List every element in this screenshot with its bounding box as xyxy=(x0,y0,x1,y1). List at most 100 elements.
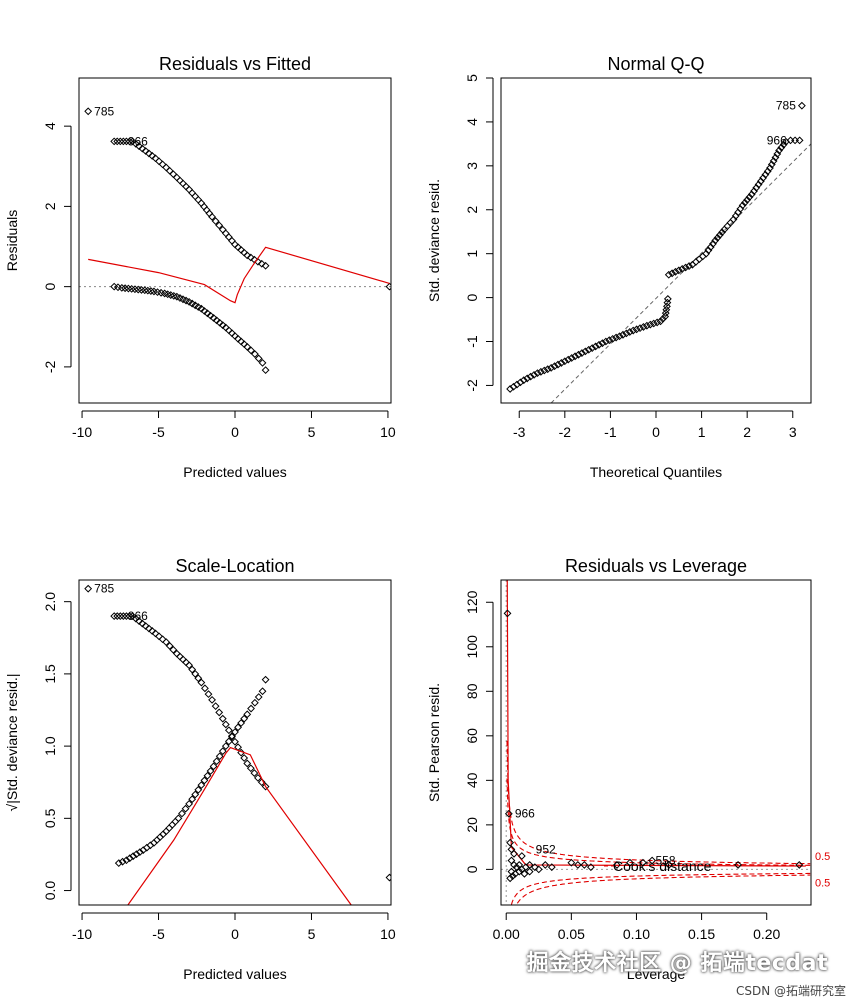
data-point xyxy=(653,318,662,327)
data-point xyxy=(513,380,521,389)
data-point xyxy=(567,858,576,867)
data-point xyxy=(509,382,518,391)
data-point xyxy=(525,867,534,876)
data-point xyxy=(702,249,711,258)
y-tick-label: -2 xyxy=(464,379,480,392)
chart-title: Residuals vs Fitted xyxy=(159,54,311,74)
y-tick-label: 20 xyxy=(464,817,480,833)
y-axis-label: Std. deviance resid. xyxy=(426,179,442,302)
x-tick-label: 0 xyxy=(231,926,239,942)
data-point xyxy=(636,324,644,333)
chart-title: Residuals vs Leverage xyxy=(565,556,747,576)
data-point xyxy=(629,326,638,335)
cooks-distance-contour xyxy=(515,874,811,905)
y-tick-label: 0.5 xyxy=(42,808,58,828)
data-point xyxy=(598,339,607,348)
data-point xyxy=(775,146,783,155)
data-point xyxy=(715,231,724,239)
data-point xyxy=(516,378,525,387)
x-tick-label: 0 xyxy=(652,424,660,440)
data-point xyxy=(203,309,212,318)
y-axis-label: Std. Pearson resid. xyxy=(426,683,442,802)
y-tick-label: 100 xyxy=(464,635,480,659)
plot-area xyxy=(506,101,811,403)
x-tick-label: 0 xyxy=(231,424,239,440)
data-point xyxy=(756,177,765,186)
data-point xyxy=(649,319,658,328)
x-tick-label: -3 xyxy=(513,424,526,440)
data-point xyxy=(119,612,128,621)
data-point xyxy=(250,350,259,358)
x-tick-label: -10 xyxy=(72,926,92,942)
residuals-vs-fitted-panel: Residuals vs Fitted Predicted values Resid… xyxy=(4,54,396,480)
point-label: 785 xyxy=(94,582,114,596)
normal-qq-panel: Normal Q-Q Theoretical Quantiles Std. devi… xyxy=(426,54,812,480)
data-point xyxy=(155,157,163,166)
data-point xyxy=(747,190,756,199)
data-point xyxy=(619,330,627,339)
data-point xyxy=(520,869,529,878)
data-point xyxy=(738,201,747,210)
data-point xyxy=(116,612,125,621)
data-point xyxy=(200,307,209,315)
data-point xyxy=(646,320,655,329)
data-point xyxy=(243,759,252,768)
data-point xyxy=(526,372,535,381)
data-point xyxy=(622,329,631,338)
data-point xyxy=(257,259,266,268)
data-point xyxy=(557,359,566,367)
data-point xyxy=(608,334,617,343)
data-point xyxy=(185,799,194,808)
data-point xyxy=(197,781,206,790)
y-tick-label: 5 xyxy=(464,74,480,82)
y-tick-label: 120 xyxy=(464,590,480,614)
data-point xyxy=(656,317,665,326)
data-point xyxy=(110,612,119,621)
data-point xyxy=(685,262,693,270)
qq-reference-line xyxy=(550,143,811,403)
x-tick-label: 5 xyxy=(308,424,316,440)
data-point xyxy=(116,137,125,146)
data-point xyxy=(254,354,263,363)
data-point xyxy=(84,584,93,593)
data-point xyxy=(754,180,763,189)
plot-frame xyxy=(78,579,392,906)
data-point xyxy=(228,236,236,245)
data-point xyxy=(795,136,804,145)
data-point xyxy=(169,170,178,179)
data-point xyxy=(665,861,673,869)
data-point xyxy=(258,687,267,696)
data-point xyxy=(129,852,138,861)
data-point xyxy=(261,366,270,375)
data-point xyxy=(191,790,200,799)
data-point xyxy=(194,195,203,204)
point-label: 785 xyxy=(776,99,796,113)
watermark-sub: CSDN @拓端研究室 xyxy=(735,984,846,998)
data-point xyxy=(194,785,203,794)
data-point xyxy=(122,612,131,621)
point-label: 966 xyxy=(128,609,148,623)
data-point xyxy=(246,764,255,773)
data-point xyxy=(723,222,732,231)
data-point xyxy=(573,861,582,869)
data-point xyxy=(639,858,647,867)
data-point xyxy=(228,732,236,741)
data-point xyxy=(533,369,542,378)
cooks-contour-label: 0.5 xyxy=(815,878,830,890)
data-point xyxy=(668,269,677,278)
data-point xyxy=(122,137,131,146)
data-point xyxy=(125,612,134,621)
cooks-distance-contour xyxy=(506,778,811,866)
data-point xyxy=(581,347,590,356)
data-point xyxy=(601,337,610,346)
data-point xyxy=(648,856,656,865)
data-point xyxy=(135,848,144,857)
data-point xyxy=(530,370,538,379)
data-point xyxy=(197,304,206,313)
data-point xyxy=(515,867,524,876)
data-point xyxy=(745,193,754,202)
data-point xyxy=(536,367,545,376)
x-tick-label: 0.05 xyxy=(558,926,585,942)
data-point xyxy=(155,632,163,641)
y-tick-label: 4 xyxy=(464,118,480,126)
